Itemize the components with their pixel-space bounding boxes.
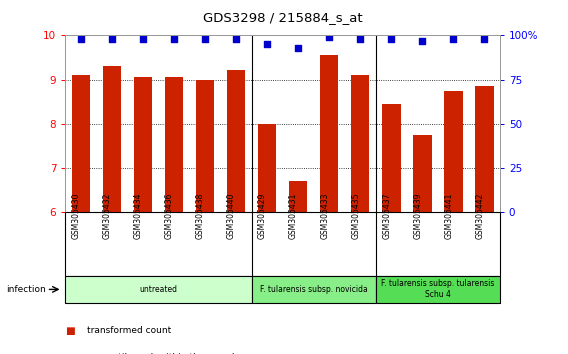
Text: GSM305432: GSM305432 (103, 192, 112, 239)
Point (139, 36, 148, 42)
Text: GSM305434: GSM305434 (134, 192, 143, 239)
Bar (133, 78, 152, 212)
Bar (195, 80, 214, 212)
Point (201, 36, 210, 42)
Bar (375, 276, 500, 303)
Bar (258, 124, 277, 212)
Point (449, 36, 458, 42)
Bar (413, 135, 432, 212)
Text: infection: infection (6, 285, 45, 294)
Point (387, 36, 396, 42)
Text: GSM305438: GSM305438 (196, 192, 205, 239)
Text: F. tularensis subsp. tularensis
Schu 4: F. tularensis subsp. tularensis Schu 4 (381, 279, 495, 299)
Text: transformed count: transformed count (87, 326, 171, 336)
Bar (320, 55, 339, 212)
Point (169, 36, 178, 42)
Point (107, 36, 116, 42)
Text: GSM305433: GSM305433 (320, 192, 329, 239)
Text: GSM305431: GSM305431 (289, 192, 298, 239)
Text: untreated: untreated (139, 285, 177, 294)
Point (262, 41, 272, 47)
Point (417, 38, 427, 44)
Point (356, 36, 365, 42)
Bar (252, 276, 375, 303)
Text: GSM305429: GSM305429 (258, 192, 267, 239)
Point (232, 36, 241, 42)
Bar (165, 78, 183, 212)
Point (480, 36, 489, 42)
Bar (65, 276, 252, 303)
Text: GSM305437: GSM305437 (382, 192, 391, 239)
Text: GSM305436: GSM305436 (165, 192, 174, 239)
Point (324, 34, 333, 40)
Bar (289, 181, 307, 212)
Point (76, 36, 85, 42)
Text: GSM305441: GSM305441 (444, 192, 453, 239)
Text: GSM305439: GSM305439 (414, 192, 422, 239)
Bar (475, 86, 494, 212)
Text: ■: ■ (65, 326, 75, 336)
Text: GSM305435: GSM305435 (351, 192, 360, 239)
Bar (72, 75, 90, 212)
Text: GSM305430: GSM305430 (72, 192, 81, 239)
Text: GSM305442: GSM305442 (475, 192, 485, 239)
Bar (444, 91, 462, 212)
Bar (103, 66, 121, 212)
Bar (351, 75, 369, 212)
Bar (227, 70, 245, 212)
Bar (382, 104, 400, 212)
Text: GSM305440: GSM305440 (227, 192, 236, 239)
Text: GDS3298 / 215884_s_at: GDS3298 / 215884_s_at (203, 11, 362, 24)
Text: percentile rank within the sample: percentile rank within the sample (87, 353, 240, 354)
Point (294, 45, 303, 51)
Text: F. tularensis subsp. novicida: F. tularensis subsp. novicida (260, 285, 367, 294)
Text: ■: ■ (65, 353, 75, 354)
